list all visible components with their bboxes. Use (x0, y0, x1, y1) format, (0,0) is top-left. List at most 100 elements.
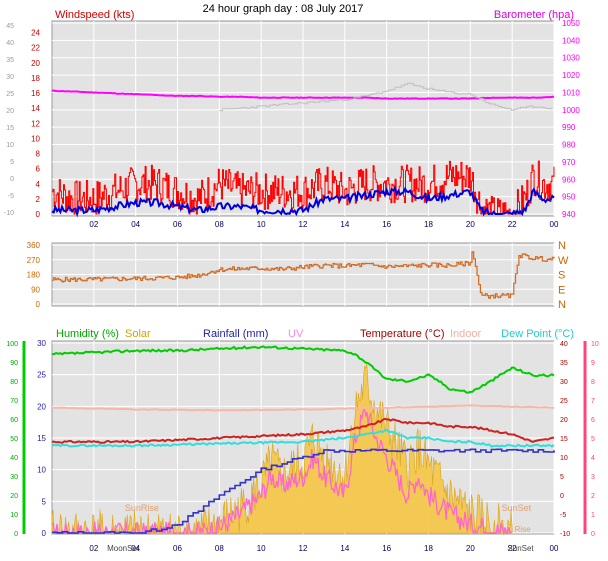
moonrise-label: Rise (515, 525, 532, 534)
direction-tick-label: 0 (36, 300, 41, 309)
wind-tick-label: 4 (36, 180, 41, 189)
uv-tick-label: 10 (591, 341, 599, 348)
sunrise-label: SunRise (125, 503, 159, 513)
wind-tick-label: 16 (31, 89, 40, 98)
humidity-tick-label: 90 (10, 360, 18, 367)
x-tick-label: 10 (257, 544, 266, 553)
baro-tick-label: 1020 (562, 71, 580, 80)
baro-tick-label: 1010 (562, 88, 580, 97)
x-tick-label: 00 (550, 220, 559, 229)
x-tick-label: 10 (257, 220, 266, 229)
baro-tick-label: 1030 (562, 54, 580, 63)
humidity-tick-label: 60 (10, 417, 18, 424)
x-tick-label: 14 (340, 220, 349, 229)
x-tick-label: 16 (382, 544, 391, 553)
compass-tick-label: S (558, 270, 565, 282)
outer-tick-label: 0 (10, 176, 14, 183)
uv-tick-label: 1 (591, 512, 595, 519)
x-tick-label: 00 (550, 544, 559, 553)
wind-tick-label: 24 (31, 29, 40, 38)
temp-tick-label: 35 (560, 360, 568, 367)
windspeed-label: Windspeed (kts) (55, 9, 134, 21)
solar-area (51, 363, 513, 534)
outer-tick-label: 25 (6, 91, 14, 98)
rain-tick-label: 0 (42, 529, 47, 538)
humidity-series-line (52, 345, 555, 394)
wind-tick-label: 0 (36, 210, 41, 219)
wind-tick-label: 6 (36, 165, 41, 174)
outer-tick-label: 20 (6, 108, 14, 115)
direction-tick-label: 360 (27, 241, 41, 250)
dewpoint-series-line (51, 428, 555, 448)
rain-tick-label: 25 (37, 371, 46, 380)
uv-tick-label: 5 (591, 436, 595, 443)
temp-tick-label: 40 (560, 341, 568, 348)
wind-tick-label: 8 (36, 150, 41, 159)
wind-tick-label: 22 (31, 44, 40, 53)
sunset-label: SunSet (502, 503, 532, 513)
uv-tick-label: 4 (591, 455, 595, 462)
outer-tick-label: 35 (6, 57, 14, 64)
barometer-label: Barometer (hpa) (494, 9, 574, 21)
wind-baro-axes: 1050104010301020101010009909809709609509… (4, 19, 580, 229)
temperature-humidity-series (51, 345, 555, 536)
x-tick-label: 16 (382, 220, 391, 229)
gust-series-line (51, 185, 555, 218)
rain-tick-label: 20 (37, 402, 46, 411)
wind-tick-label: 18 (31, 74, 40, 83)
temp-tick-label: 15 (560, 436, 568, 443)
temp-tick-label: 0 (560, 493, 564, 500)
x-tick-label: 06 (173, 544, 182, 553)
baro-series-line (52, 89, 555, 100)
direction-tick-label: 270 (27, 256, 41, 265)
temperature-series-line (51, 417, 555, 444)
x-tick-label: 06 (173, 220, 182, 229)
uv-tick-label: 6 (591, 417, 595, 424)
x-tick-label: 04 (131, 544, 140, 553)
x-tick-label: 22 (508, 220, 517, 229)
x-tick-label: 08 (215, 544, 224, 553)
temp-tick-label: 10 (560, 455, 568, 462)
wind-baro-grid (52, 21, 555, 216)
indoor-label: Indoor (450, 328, 482, 340)
compass-tick-label: N (558, 240, 566, 252)
x-tick-label: 02 (89, 544, 98, 553)
sunset-axis-label: SunSet (507, 544, 534, 553)
x-tick-label: 14 (340, 544, 349, 553)
x-tick-label: 20 (466, 220, 475, 229)
rain-tick-label: 30 (37, 339, 46, 348)
chart-title: 24 hour graph day : 08 July 2017 (203, 3, 364, 15)
wind-direction-series (52, 251, 555, 299)
temperature-label: Temperature (°C) (360, 328, 444, 340)
humidity-tick-label: 70 (10, 398, 18, 405)
x-tick-label: 20 (466, 544, 475, 553)
compass-tick-label: N (558, 299, 566, 311)
baro-tick-label: 940 (562, 210, 576, 219)
baro-tick-label: 990 (562, 123, 576, 132)
rain-tick-label: 15 (37, 434, 46, 443)
uv-tick-label: 7 (591, 398, 595, 405)
humidity-tick-label: 0 (14, 531, 18, 538)
x-tick-label: 22 (508, 544, 517, 553)
direction-series-line (52, 251, 555, 299)
x-tick-label: 12 (299, 220, 308, 229)
uv-tick-label: 2 (591, 493, 595, 500)
temp-tick-label: 30 (560, 379, 568, 386)
x-tick-label: 18 (424, 544, 433, 553)
wind-tick-label: 20 (31, 59, 40, 68)
wind-tick-label: 12 (31, 119, 40, 128)
compass-tick-label: W (558, 255, 569, 267)
uv-tick-label: 0 (591, 531, 595, 538)
wind-direction-grid (52, 243, 555, 306)
outer-tick-label: 45 (6, 23, 14, 30)
humidity-tick-label: 50 (10, 436, 18, 443)
humidity-tick-label: 10 (10, 512, 18, 519)
outer-tick-label: -5 (8, 193, 14, 200)
outer-tick-label: 15 (6, 125, 14, 132)
uv-tick-label: 9 (591, 360, 595, 367)
humidity-tick-label: 80 (10, 379, 18, 386)
baro-tick-label: 980 (562, 141, 576, 150)
